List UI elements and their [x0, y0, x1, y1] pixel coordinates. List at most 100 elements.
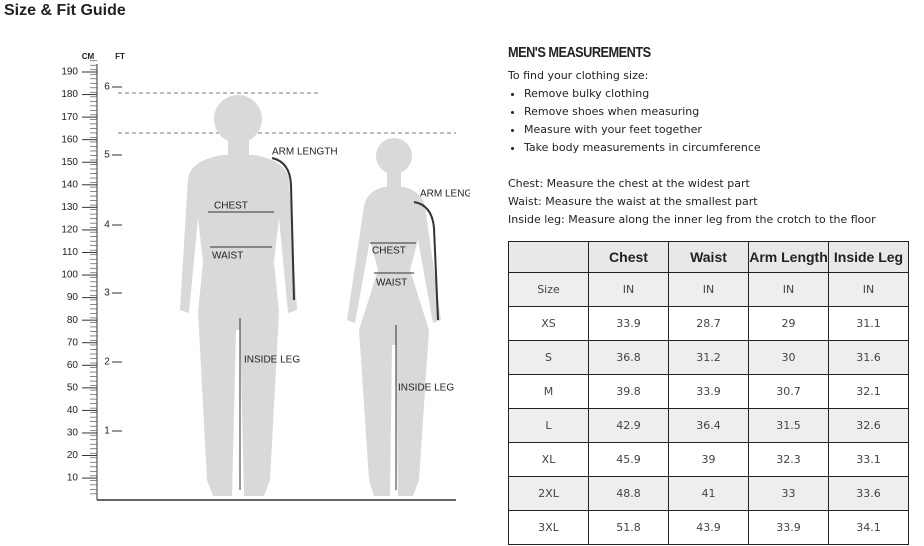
measure-cell: 48.8	[588, 476, 669, 511]
size-cell: M	[508, 374, 589, 409]
cm-tick-label: 130	[61, 202, 78, 213]
header-row: Chest Waist Arm Length Inside Leg	[508, 241, 909, 273]
measure-cell: 36.8	[588, 340, 669, 375]
cm-tick-label: 140	[61, 179, 78, 190]
measure-cell: 31.5	[748, 408, 829, 443]
woman-chest-label: CHEST	[372, 246, 406, 257]
size-cell: XL	[508, 442, 589, 477]
man-measure-lines	[208, 157, 295, 490]
cm-tick-label: 70	[67, 337, 79, 348]
woman-waist-label: WAIST	[376, 278, 407, 289]
size-cell: XS	[508, 306, 589, 341]
definition: Waist: Measure the waist at the smallest…	[508, 195, 758, 208]
measure-cell: 30	[748, 340, 829, 375]
measure-cell: 31.2	[668, 340, 749, 375]
measure-cell: 32.3	[748, 442, 829, 477]
measure-cell: 51.8	[588, 510, 669, 545]
cm-label: CM	[82, 52, 95, 61]
measure-cell: 33.9	[668, 374, 749, 409]
measure-cell: 39	[668, 442, 749, 477]
woman-silhouette	[347, 138, 441, 496]
definitions: Chest: Measure the chest at the widest p…	[508, 175, 918, 229]
column-header: Arm Length	[748, 241, 829, 273]
cm-tick-label: 160	[61, 134, 78, 145]
definition: Inside leg: Measure along the inner leg …	[508, 213, 876, 226]
cm-tick-label: 120	[61, 225, 78, 236]
cm-tick-label: 60	[67, 360, 79, 371]
cm-tick-label: 100	[61, 270, 78, 281]
column-header: Inside Leg	[828, 241, 909, 273]
bullet-list: Remove bulky clothingRemove shoes when m…	[508, 85, 918, 157]
size-cell: S	[508, 340, 589, 375]
man-waist-label: WAIST	[212, 251, 243, 262]
size-cell: 2XL	[508, 476, 589, 511]
cm-tick-label: 50	[67, 382, 79, 393]
size-row: 3XL 51.8 43.9 33.9 34.1	[508, 510, 909, 545]
woman-leg-label: INSIDE LEG	[398, 383, 454, 394]
cm-tick-label: 20	[67, 450, 79, 461]
man-arm-label: ARM LENGTH	[272, 147, 338, 158]
measure-cell: 43.9	[668, 510, 749, 545]
bullet-item: Remove bulky clothing	[524, 85, 918, 103]
man-silhouette	[180, 95, 297, 496]
ft-tick-label: 2	[104, 357, 110, 368]
cm-tick-label: 90	[67, 292, 79, 303]
column-header: Chest	[588, 241, 669, 273]
measure-cell: 33.9	[748, 510, 829, 545]
cm-tick-label: 170	[61, 112, 78, 123]
bullet-item: Remove shoes when measuring	[524, 103, 918, 121]
ft-tick-label: 1	[104, 426, 110, 437]
size-row: XL 45.9 39 32.3 33.1	[508, 442, 909, 477]
cm-tick-label: 80	[67, 315, 79, 326]
bullet-item: Measure with your feet together	[524, 121, 918, 139]
cm-tick-label: 110	[62, 247, 78, 258]
measure-cell: 33.9	[588, 306, 669, 341]
size-cell: L	[508, 408, 589, 443]
man-chest-label: CHEST	[214, 201, 248, 212]
measure-cell: 39.8	[588, 374, 669, 409]
unit-cell: IN	[668, 272, 749, 307]
unit-cell: Size	[508, 272, 589, 307]
info-panel: MEN'S MEASUREMENTS To find your clothing…	[508, 44, 918, 229]
ft-tick-label: 3	[104, 288, 110, 299]
size-row: L 42.9 36.4 31.5 32.6	[508, 408, 909, 443]
size-row: S 36.8 31.2 30 31.6	[508, 340, 909, 375]
size-row: XS 33.9 28.7 29 31.1	[508, 306, 909, 341]
cm-tick-label: 190	[61, 67, 78, 78]
size-row: 2XL 48.8 41 33 33.6	[508, 476, 909, 511]
measure-cell: 42.9	[588, 408, 669, 443]
measure-cell: 32.1	[828, 374, 909, 409]
measure-cell: 33	[748, 476, 829, 511]
unit-cell: IN	[828, 272, 909, 307]
info-title: MEN'S MEASUREMENTS	[508, 44, 651, 61]
measure-cell: 33.6	[828, 476, 909, 511]
measure-cell: 31.6	[828, 340, 909, 375]
measure-cell: 41	[668, 476, 749, 511]
corner-cell	[508, 241, 589, 273]
size-row: M 39.8 33.9 30.7 32.1	[508, 374, 909, 409]
unit-cell: IN	[588, 272, 669, 307]
page-title: Size & Fit Guide	[4, 2, 126, 19]
ruler: 1901801701601501401301201101009080706050…	[61, 60, 122, 495]
size-cell: 3XL	[508, 510, 589, 545]
woman-arm-label: ARM LENGTH	[420, 189, 470, 200]
cm-tick-label: 180	[61, 89, 78, 100]
measure-cell: 30.7	[748, 374, 829, 409]
ft-label: FT	[115, 52, 125, 61]
ft-tick-label: 5	[104, 150, 110, 161]
size-figure: 1901801701601501401301201101009080706050…	[61, 52, 470, 501]
man-leg-label: INSIDE LEG	[244, 355, 300, 366]
size-table: Chest Waist Arm Length Inside Leg Size IN IN IN…	[508, 241, 909, 545]
intro: To find your clothing size:	[508, 69, 649, 82]
measure-cell: 29	[748, 306, 829, 341]
ft-tick-label: 6	[104, 82, 110, 93]
measure-cell: 28.7	[668, 306, 749, 341]
cm-tick-label: 40	[67, 405, 79, 416]
cm-tick-label: 30	[67, 428, 79, 439]
ft-tick-label: 4	[104, 220, 110, 231]
cm-tick-label: 150	[61, 157, 78, 168]
bullet-item: Take body measurements in circumference	[524, 139, 918, 157]
measure-cell: 32.6	[828, 408, 909, 443]
definition: Chest: Measure the chest at the widest p…	[508, 177, 750, 190]
